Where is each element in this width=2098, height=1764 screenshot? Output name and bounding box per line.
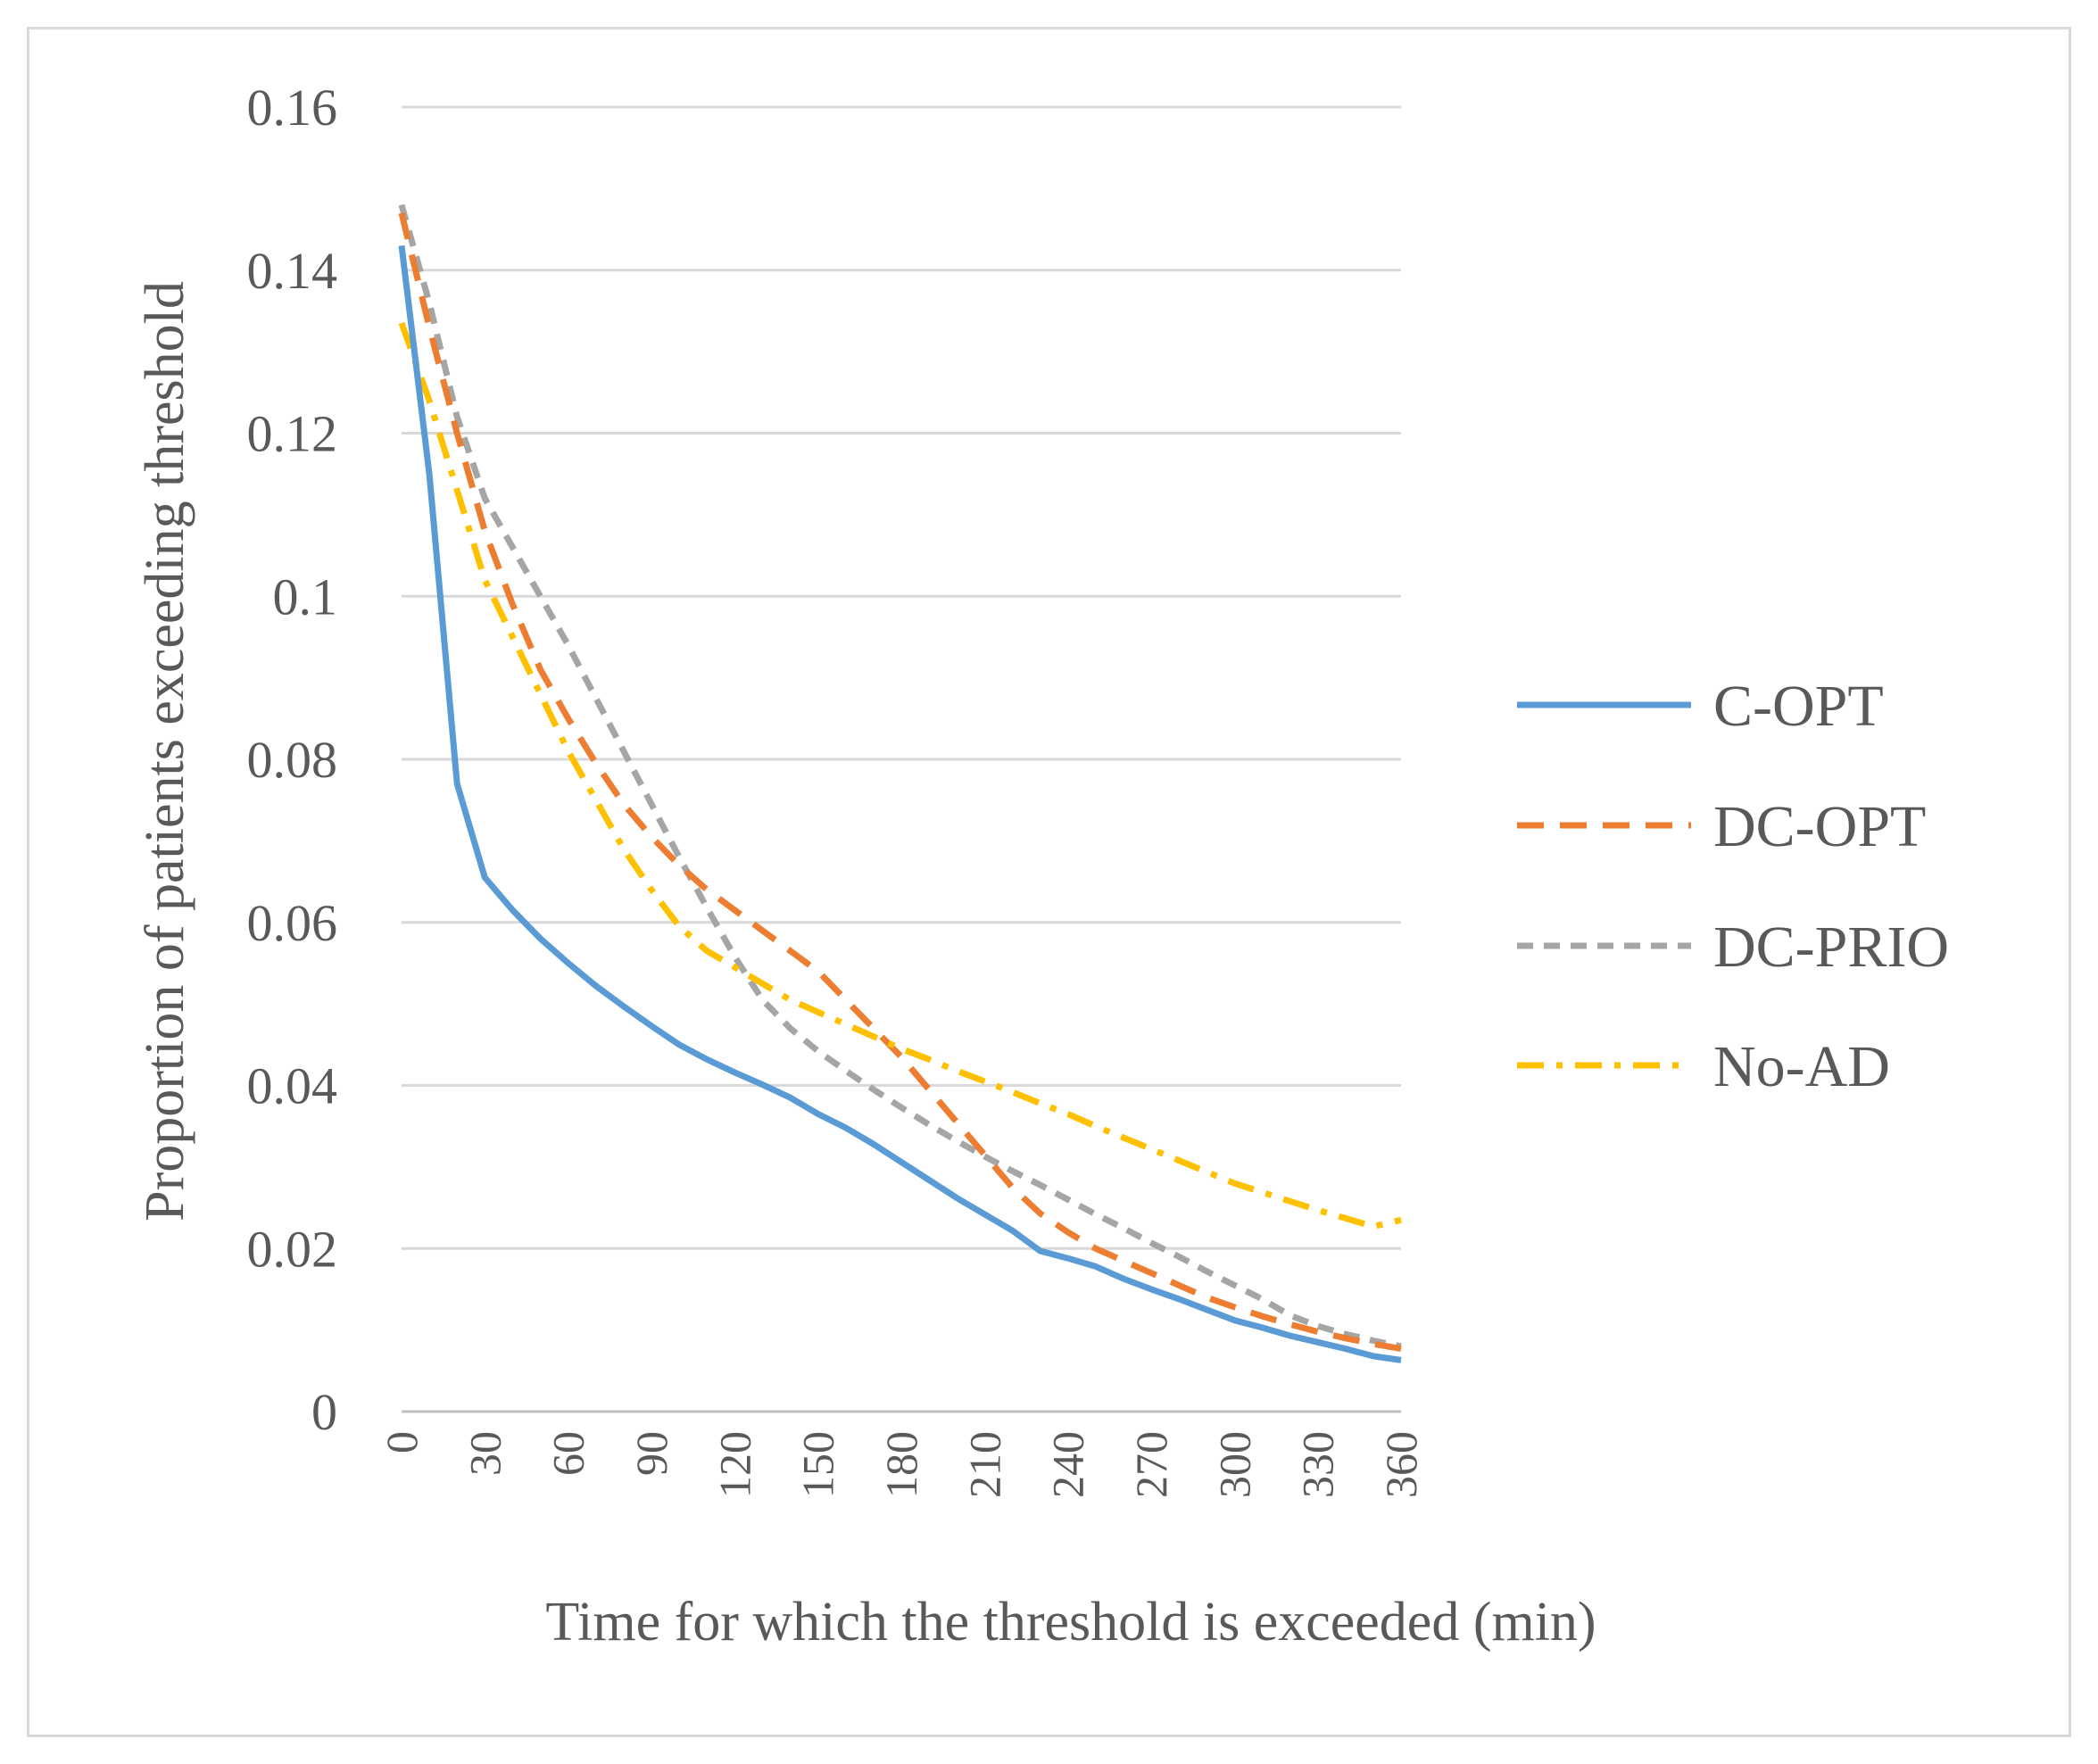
series-line-dc-prio: [398, 203, 1402, 1350]
plot-series: [398, 203, 1402, 1363]
x-tick-label: 150: [793, 1431, 843, 1498]
legend-label-dc-opt: DC-OPT: [1713, 794, 1926, 859]
x-tick-label: 300: [1209, 1431, 1259, 1498]
x-tick-label: 240: [1043, 1431, 1093, 1498]
y-tick-label: 0.06: [247, 894, 338, 952]
x-axis-title: Time for which the threshold is exceeded…: [545, 1592, 1596, 1652]
legend-label-no-ad: No-AD: [1713, 1034, 1890, 1099]
legend: C-OPT DC-OPT DC-PRIO No-AD: [1517, 674, 1949, 1099]
x-tick-label: 30: [460, 1431, 510, 1476]
y-tick-label: 0.12: [247, 405, 338, 463]
x-tick-label: 60: [543, 1431, 593, 1476]
x-tick-label: 180: [876, 1431, 926, 1498]
x-tick-label: 210: [959, 1431, 1009, 1498]
legend-label-c-opt: C-OPT: [1713, 674, 1884, 739]
y-tick-label: 0.1: [273, 567, 338, 625]
series-line-c-opt: [398, 244, 1402, 1363]
y-axis-title: Proportion of patients exceeding thresho…: [135, 281, 195, 1222]
x-tick-label: 120: [709, 1431, 759, 1498]
x-tick-label: 0: [377, 1431, 427, 1453]
legend-label-dc-prio: DC-PRIO: [1713, 915, 1949, 980]
y-tick-label: 0.02: [247, 1220, 338, 1278]
x-axis-ticks: 0 30 60 90 120 150 180 210 240 270 300 330 360: [377, 1431, 1426, 1498]
y-tick-label: 0.08: [247, 731, 338, 789]
y-tick-label: 0.16: [247, 79, 338, 137]
y-tick-label: 0.04: [247, 1057, 338, 1115]
x-tick-label: 270: [1126, 1431, 1176, 1498]
y-axis-ticks: 0 0.02 0.04 0.06 0.08 0.1 0.12 0.14 0.16: [247, 79, 338, 1441]
x-tick-label: 90: [626, 1431, 676, 1476]
x-tick-label: 330: [1293, 1431, 1343, 1498]
chart-frame: [27, 27, 2071, 1737]
series-line-no-ad: [398, 321, 1402, 1230]
x-tick-label: 360: [1376, 1431, 1426, 1498]
y-tick-label: 0: [311, 1383, 337, 1441]
series-line-dc-opt: [398, 211, 1402, 1353]
y-tick-label: 0.14: [247, 242, 338, 300]
gridlines: [402, 105, 1401, 1413]
